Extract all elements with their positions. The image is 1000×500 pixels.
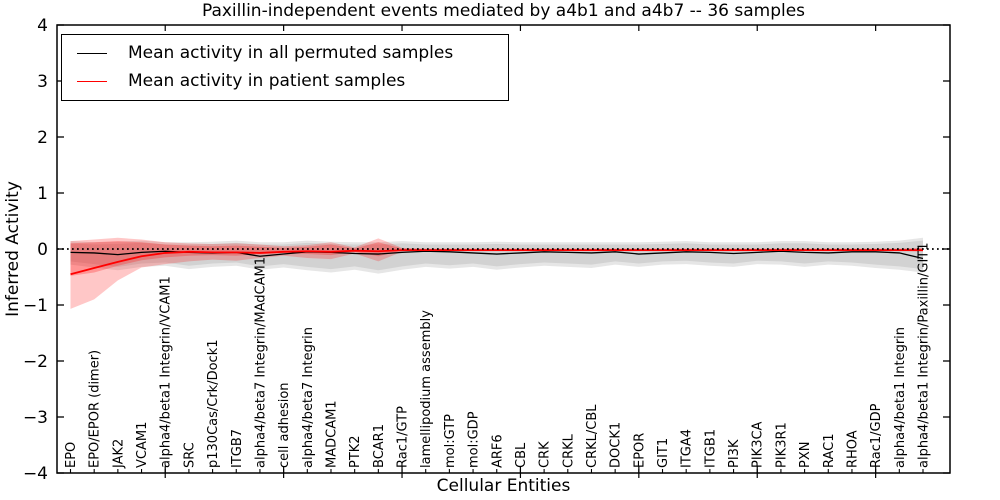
x-tick-label: alpha4/beta7 Integrin/MAdCAM1 bbox=[253, 257, 268, 468]
legend-item-patient: Mean activity in patient samples bbox=[62, 67, 508, 95]
x-tick-label: CRKL bbox=[561, 433, 576, 468]
x-tick-label: cell adhesion bbox=[277, 382, 292, 468]
y-tick-label: 3 bbox=[37, 72, 48, 92]
band-patient-range bbox=[70, 237, 923, 309]
x-tick-label: Rac1/GTP bbox=[396, 406, 411, 468]
x-tick-label: ARF6 bbox=[490, 434, 505, 468]
x-tick-label: ITGA4 bbox=[680, 429, 695, 468]
y-tick-label: 2 bbox=[37, 128, 48, 148]
y-tick-label: 4 bbox=[37, 16, 48, 36]
x-tick-label: PXN bbox=[798, 442, 813, 468]
x-tick-label: mol:GTP bbox=[443, 414, 458, 468]
legend-line-sample-red bbox=[77, 80, 107, 82]
x-tick-label: GIT1 bbox=[656, 438, 671, 468]
legend-label-permuted: Mean activity in all permuted samples bbox=[128, 43, 454, 63]
y-tick-label: −4 bbox=[23, 464, 48, 484]
x-tick-label: EPO/EPOR (dimer) bbox=[88, 350, 103, 468]
line-mean-patient bbox=[70, 249, 923, 276]
x-tick-label: VCAM1 bbox=[135, 422, 150, 468]
x-tick-label: PIK3R1 bbox=[774, 422, 789, 468]
x-tick-label: CRK bbox=[538, 441, 553, 468]
x-tick-label: RHOA bbox=[845, 430, 860, 468]
x-tick-label: PI3K bbox=[727, 439, 742, 468]
x-tick-label: p130Cas/Crk/Dock1 bbox=[206, 339, 221, 468]
x-tick-label: alpha4/beta1 Integrin bbox=[893, 327, 908, 468]
y-tick-label: −1 bbox=[23, 296, 48, 316]
x-tick-label: CBL bbox=[514, 442, 529, 468]
x-tick-label: PIK3CA bbox=[751, 421, 766, 468]
y-tick-label: −3 bbox=[23, 408, 48, 428]
band-permuted-core bbox=[70, 240, 923, 271]
x-tick-label: mol:GDP bbox=[467, 411, 482, 468]
legend: Mean activity in all permuted samples Me… bbox=[61, 34, 509, 101]
x-tick-label: DOCK1 bbox=[609, 422, 624, 468]
x-tick-label: JAK2 bbox=[111, 439, 126, 469]
x-tick-label: EPO bbox=[64, 442, 79, 468]
x-tick-label: ITGB7 bbox=[230, 429, 245, 468]
x-tick-label: ITGB1 bbox=[703, 429, 718, 468]
x-tick-label: RAC1 bbox=[822, 433, 837, 468]
x-tick-label: SRC bbox=[182, 442, 197, 468]
x-tick-label: Rac1/GDP bbox=[869, 403, 884, 468]
x-tick-labels: EPO EPO/EPOR (dimer) JAK2 VCAM1 alpha4/beta1… bbox=[64, 242, 932, 469]
legend-label-patient: Mean activity in patient samples bbox=[128, 71, 406, 91]
x-tick-label: EPOR bbox=[632, 433, 647, 468]
y-tick-label: 0 bbox=[37, 240, 48, 260]
legend-item-permuted: Mean activity in all permuted samples bbox=[62, 39, 508, 67]
chart-title: Paxillin-independent events mediated by … bbox=[201, 1, 806, 21]
x-tick-label: lamellipodium assembly bbox=[419, 310, 434, 468]
y-tick-label: −2 bbox=[23, 352, 48, 372]
x-tick-label: BCAR1 bbox=[372, 424, 387, 468]
y-tick-label: 1 bbox=[37, 184, 48, 204]
x-axis-label: Cellular Entities bbox=[436, 476, 571, 496]
x-tick-label: MADCAM1 bbox=[324, 400, 339, 468]
x-tick-label: PTK2 bbox=[348, 435, 363, 468]
band-permuted-range bbox=[70, 237, 923, 274]
x-tick-label: alpha4/beta1 Integrin/VCAM1 bbox=[159, 276, 174, 468]
x-axis-ticks bbox=[69, 25, 924, 478]
x-tick-label: CRKL/CBL bbox=[585, 404, 600, 468]
x-tick-label: alpha4/beta7 Integrin bbox=[301, 327, 316, 468]
x-tick-label: alpha4/beta1 Integrin/Paxillin/GIT1 bbox=[917, 242, 932, 468]
legend-line-sample-black bbox=[77, 52, 107, 54]
